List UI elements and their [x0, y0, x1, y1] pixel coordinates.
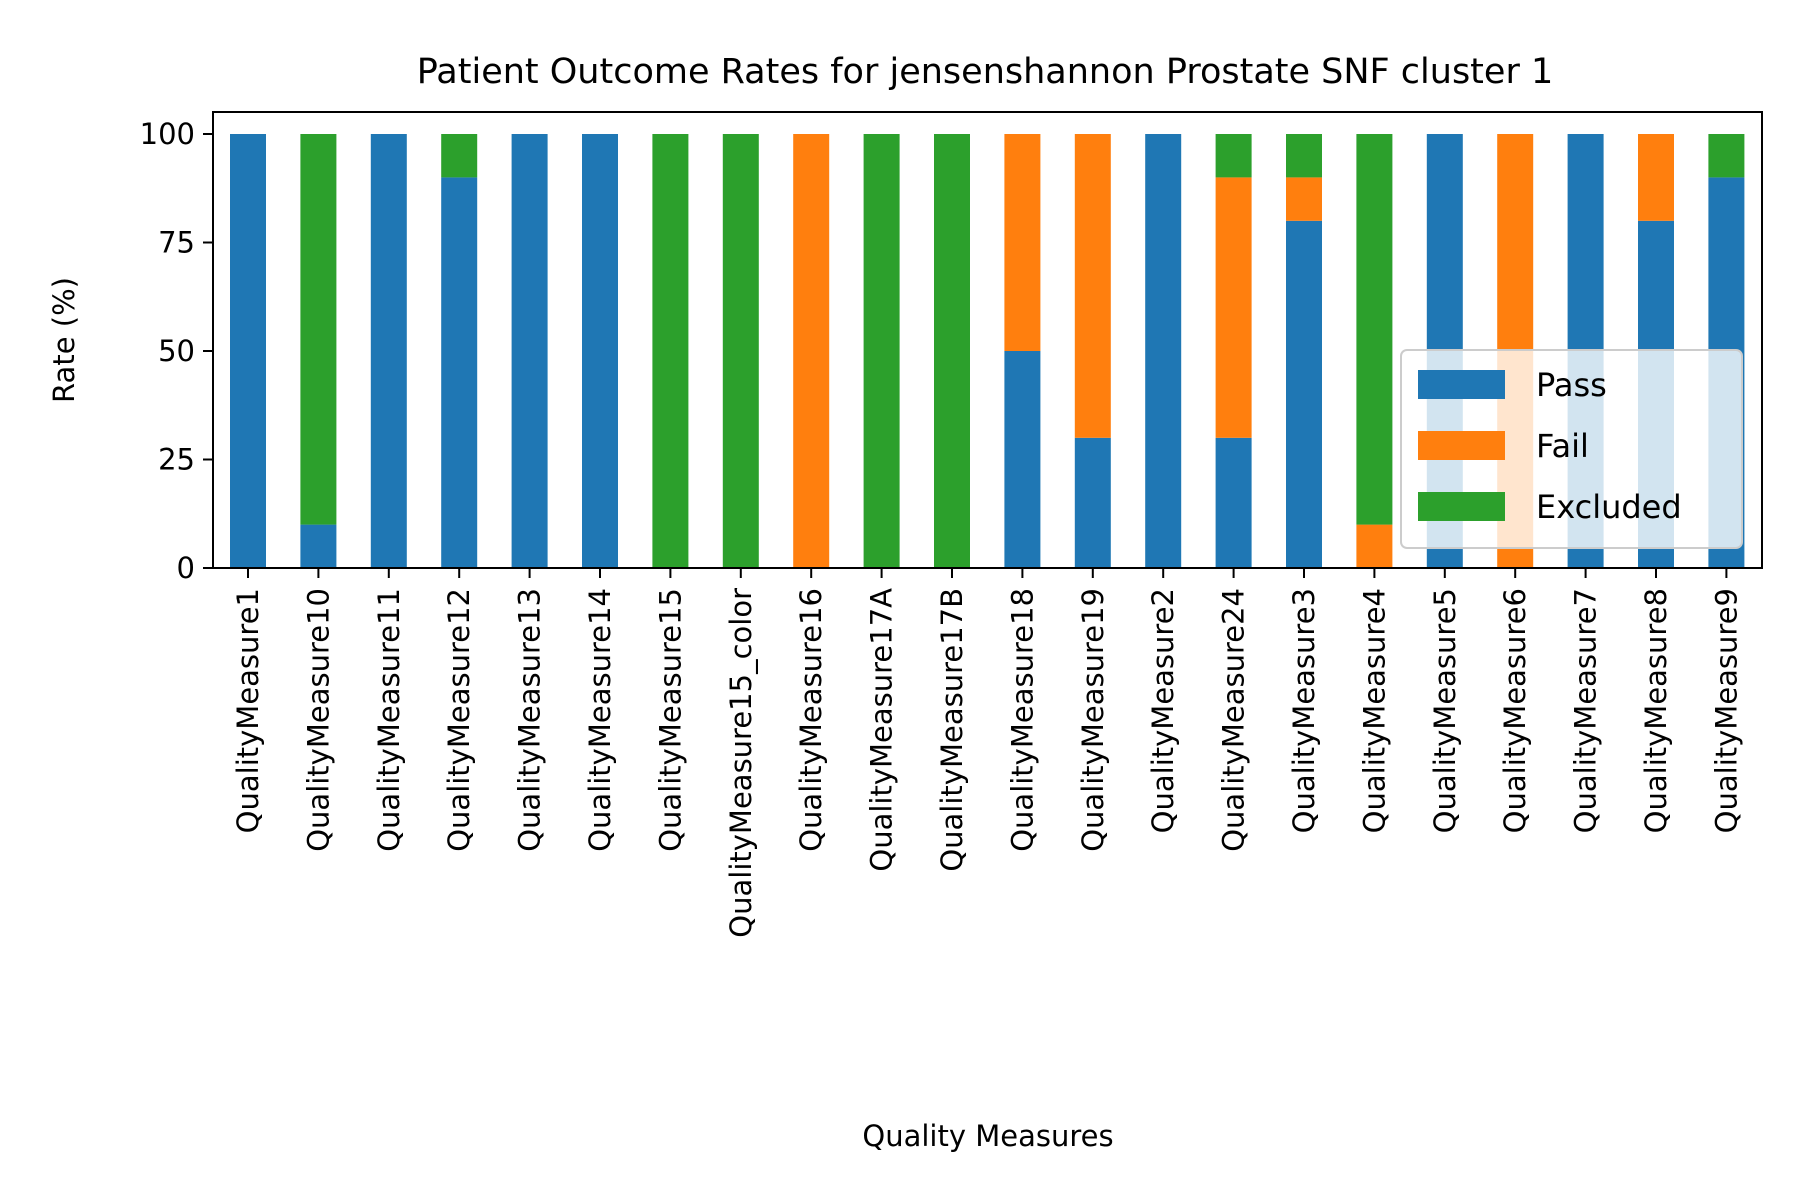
x-tick-label-qualitymeasure14: QualityMeasure14	[583, 588, 617, 852]
bar-pass-qualitymeasure12	[441, 177, 478, 568]
bar-fail-qualitymeasure19	[1074, 134, 1111, 438]
bar-fail-qualitymeasure24	[1215, 177, 1252, 438]
legend-swatch-excluded	[1418, 492, 1505, 521]
x-tick-label-qualitymeasure11: QualityMeasure11	[372, 588, 406, 852]
bar-pass-qualitymeasure10	[300, 524, 337, 568]
x-tick-label-qualitymeasure15_color: QualityMeasure15_color	[724, 588, 758, 938]
bar-excluded-qualitymeasure3	[1286, 134, 1322, 178]
bar-pass-qualitymeasure1	[230, 134, 266, 568]
bar-pass-qualitymeasure11	[370, 134, 407, 568]
x-tick-label-qualitymeasure3: QualityMeasure3	[1287, 588, 1321, 833]
bar-excluded-qualitymeasure17a	[863, 134, 900, 568]
legend-label-fail: Fail	[1536, 427, 1589, 465]
x-tick-label-qualitymeasure1: QualityMeasure1	[231, 588, 265, 833]
y-axis: 0 25 50 75 100	[140, 117, 213, 585]
legend-swatch-fail	[1418, 431, 1505, 460]
x-tick-label-qualitymeasure19: QualityMeasure19	[1076, 588, 1110, 852]
x-tick-label-qualitymeasure16: QualityMeasure16	[794, 588, 828, 852]
bar-pass-qualitymeasure2	[1145, 134, 1182, 568]
bar-pass-qualitymeasure14	[582, 134, 618, 568]
x-tick-label-qualitymeasure4: QualityMeasure4	[1357, 588, 1391, 833]
x-axis: QualityMeasure1 QualityMeasure10 QualityMe…	[231, 568, 1743, 938]
bar-pass-qualitymeasure24	[1215, 437, 1252, 568]
bar-fail-qualitymeasure16	[793, 134, 830, 568]
y-tick-label: 75	[158, 226, 195, 260]
y-tick-label: 0	[177, 551, 195, 585]
legend-label-pass: Pass	[1536, 366, 1607, 404]
y-axis-title: Rate (%)	[47, 277, 81, 403]
bar-excluded-qualitymeasure15	[652, 134, 689, 568]
bar-pass-qualitymeasure3	[1286, 220, 1322, 569]
y-tick-label: 100	[140, 117, 195, 151]
x-tick-label-qualitymeasure17a: QualityMeasure17A	[865, 588, 899, 872]
y-tick-label: 50	[158, 334, 195, 368]
x-axis-title: Quality Measures	[862, 1119, 1113, 1153]
plot-frame	[212, 111, 1763, 569]
x-tick-label-qualitymeasure17b: QualityMeasure17B	[935, 588, 969, 872]
bar-excluded-qualitymeasure4	[1356, 134, 1393, 525]
x-tick-label-qualitymeasure15: QualityMeasure15	[653, 588, 687, 852]
bar-excluded-qualitymeasure17b	[934, 134, 970, 568]
bar-excluded-qualitymeasure12	[441, 134, 478, 178]
legend: Pass Fail Excluded	[1400, 349, 1743, 549]
x-tick-label-qualitymeasure6: QualityMeasure6	[1498, 588, 1532, 833]
bar-pass-qualitymeasure19	[1074, 437, 1111, 568]
x-tick-label-qualitymeasure24: QualityMeasure24	[1217, 588, 1251, 852]
bar-excluded-qualitymeasure10	[300, 134, 337, 525]
x-tick-label-qualitymeasure8: QualityMeasure8	[1639, 588, 1673, 833]
bar-excluded-qualitymeasure24	[1215, 134, 1252, 178]
bar-fail-qualitymeasure3	[1286, 177, 1322, 221]
bar-fail-qualitymeasure4	[1356, 524, 1393, 568]
x-tick-label-qualitymeasure9: QualityMeasure9	[1709, 588, 1743, 833]
x-tick-label-qualitymeasure10: QualityMeasure10	[301, 588, 335, 852]
x-tick-label-qualitymeasure7: QualityMeasure7	[1569, 588, 1603, 833]
y-tick-label: 25	[158, 443, 195, 477]
chart-title: Patient Outcome Rates for jensenshannon …	[417, 52, 1553, 92]
legend-swatch-pass	[1418, 370, 1505, 399]
x-tick-label-qualitymeasure12: QualityMeasure12	[442, 588, 476, 852]
bar-excluded-qualitymeasure9	[1708, 134, 1745, 178]
bar-fail-qualitymeasure8	[1638, 134, 1674, 221]
bar-pass-qualitymeasure18	[1004, 351, 1041, 568]
bar-excluded-qualitymeasure15_color	[722, 134, 759, 568]
x-tick-label-qualitymeasure5: QualityMeasure5	[1428, 588, 1462, 833]
bar-pass-qualitymeasure13	[511, 134, 548, 568]
bar-fail-qualitymeasure18	[1004, 134, 1041, 351]
x-tick-label-qualitymeasure13: QualityMeasure13	[513, 588, 547, 852]
x-tick-label-qualitymeasure2: QualityMeasure2	[1146, 588, 1180, 833]
legend-label-excluded: Excluded	[1536, 488, 1682, 526]
x-tick-label-qualitymeasure18: QualityMeasure18	[1005, 588, 1039, 852]
